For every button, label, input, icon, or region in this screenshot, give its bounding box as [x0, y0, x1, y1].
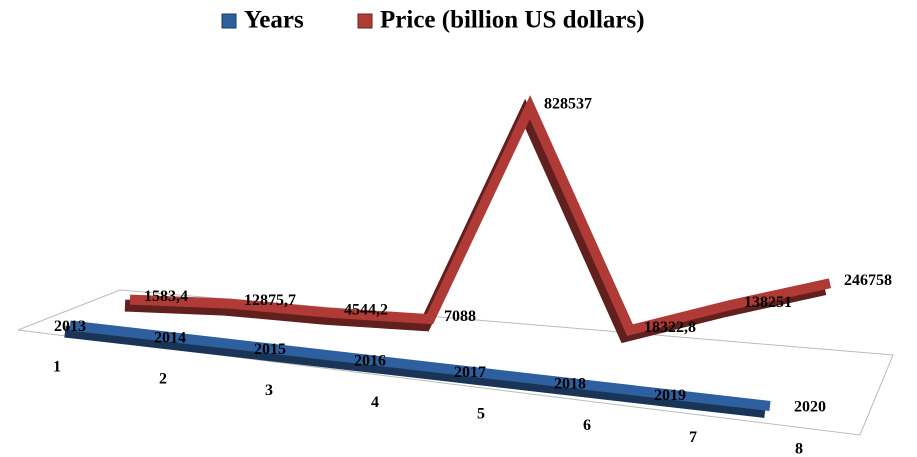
floor — [17, 289, 894, 436]
legend-swatch — [221, 13, 237, 29]
legend-label: Price (billion US dollars) — [380, 7, 645, 34]
x-tick-label: 1 — [53, 359, 61, 376]
data-label: 246758 — [844, 272, 892, 289]
data-label: 2013 — [54, 318, 86, 335]
data-label: 828537 — [544, 96, 592, 113]
data-label: 2018 — [554, 376, 586, 393]
data-label: 12875,7 — [244, 292, 296, 309]
x-tick-label: 7 — [689, 429, 697, 446]
legend-label: Years — [244, 7, 304, 34]
data-label: 2019 — [654, 387, 686, 404]
data-label: 2014 — [154, 330, 186, 347]
line-side — [64, 325, 766, 418]
data-label: 18322,8 — [644, 319, 696, 336]
data-label: 2016 — [354, 353, 386, 370]
line — [69, 320, 771, 411]
line — [129, 95, 832, 336]
data-label: 1583,4 — [144, 288, 188, 305]
x-tick-label: 4 — [371, 394, 379, 411]
data-label: 2015 — [254, 341, 286, 358]
x-tick-label: 2 — [159, 370, 167, 387]
data-label: 138251 — [744, 294, 792, 311]
x-tick-label: 3 — [265, 382, 273, 399]
legend-swatch — [357, 13, 373, 29]
x-tick-label: 6 — [583, 417, 591, 434]
x-tick-label: 8 — [795, 441, 803, 457]
x-tick-label: 5 — [477, 405, 485, 422]
data-label: 4544,2 — [344, 301, 388, 318]
data-label: 2017 — [454, 364, 486, 381]
data-label: 7088 — [444, 308, 476, 325]
data-label: 2020 — [794, 399, 826, 416]
